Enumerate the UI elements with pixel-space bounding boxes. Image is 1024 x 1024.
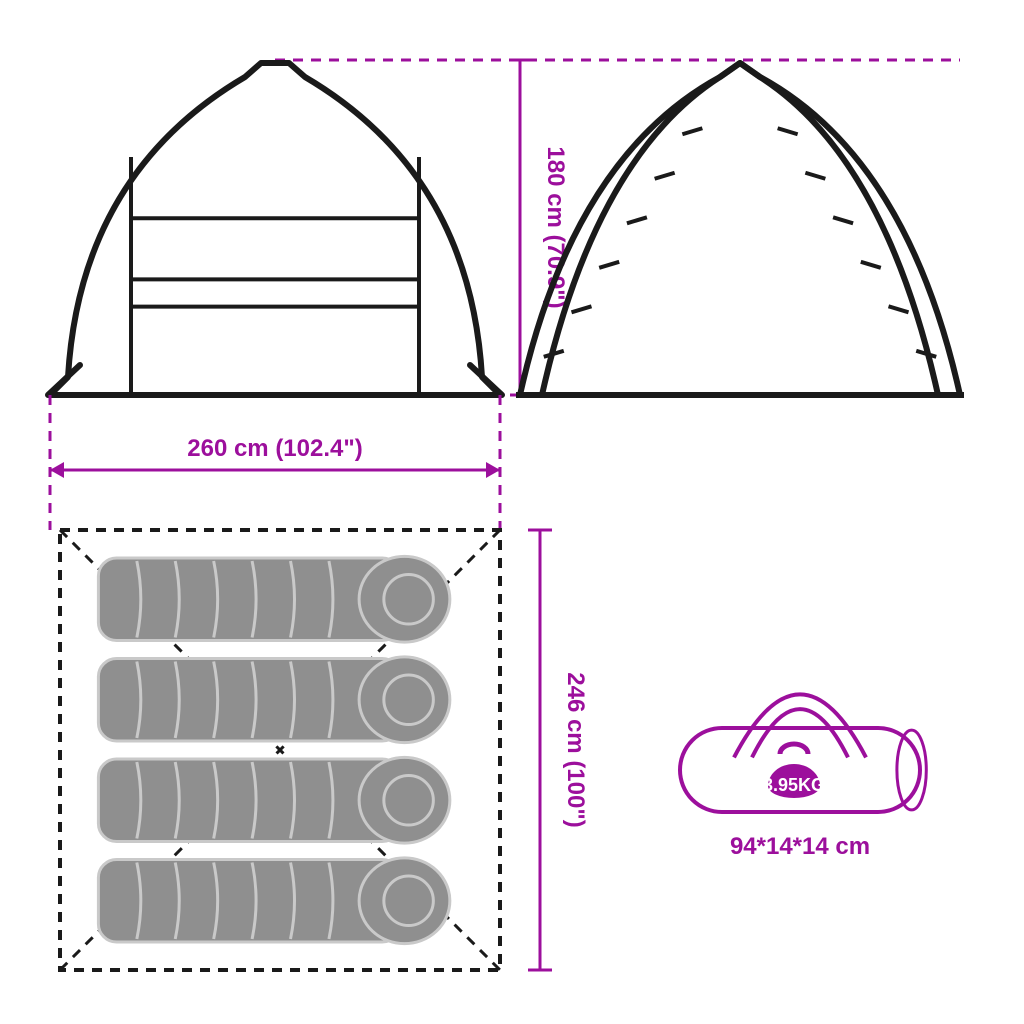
depth-label: 246 cm (100") (562, 672, 589, 827)
sleeping-bag (98, 757, 449, 843)
tent-dimension-diagram: 180 cm (70.9")260 cm (102.4")246 cm (100… (0, 0, 1024, 1024)
sleeping-bag (98, 858, 449, 944)
carry-bag: 3.95KG (680, 694, 926, 812)
weight-label: 3.95KG (763, 775, 825, 795)
pack-size-label: 94*14*14 cm (730, 833, 870, 860)
sleeping-bag (98, 556, 449, 642)
width-label: 260 cm (102.4") (187, 435, 363, 462)
tent-side-inner (542, 63, 938, 395)
tent-front-outline (50, 63, 500, 395)
sleeping-bag (98, 657, 449, 743)
tent-side-outer (520, 63, 960, 395)
